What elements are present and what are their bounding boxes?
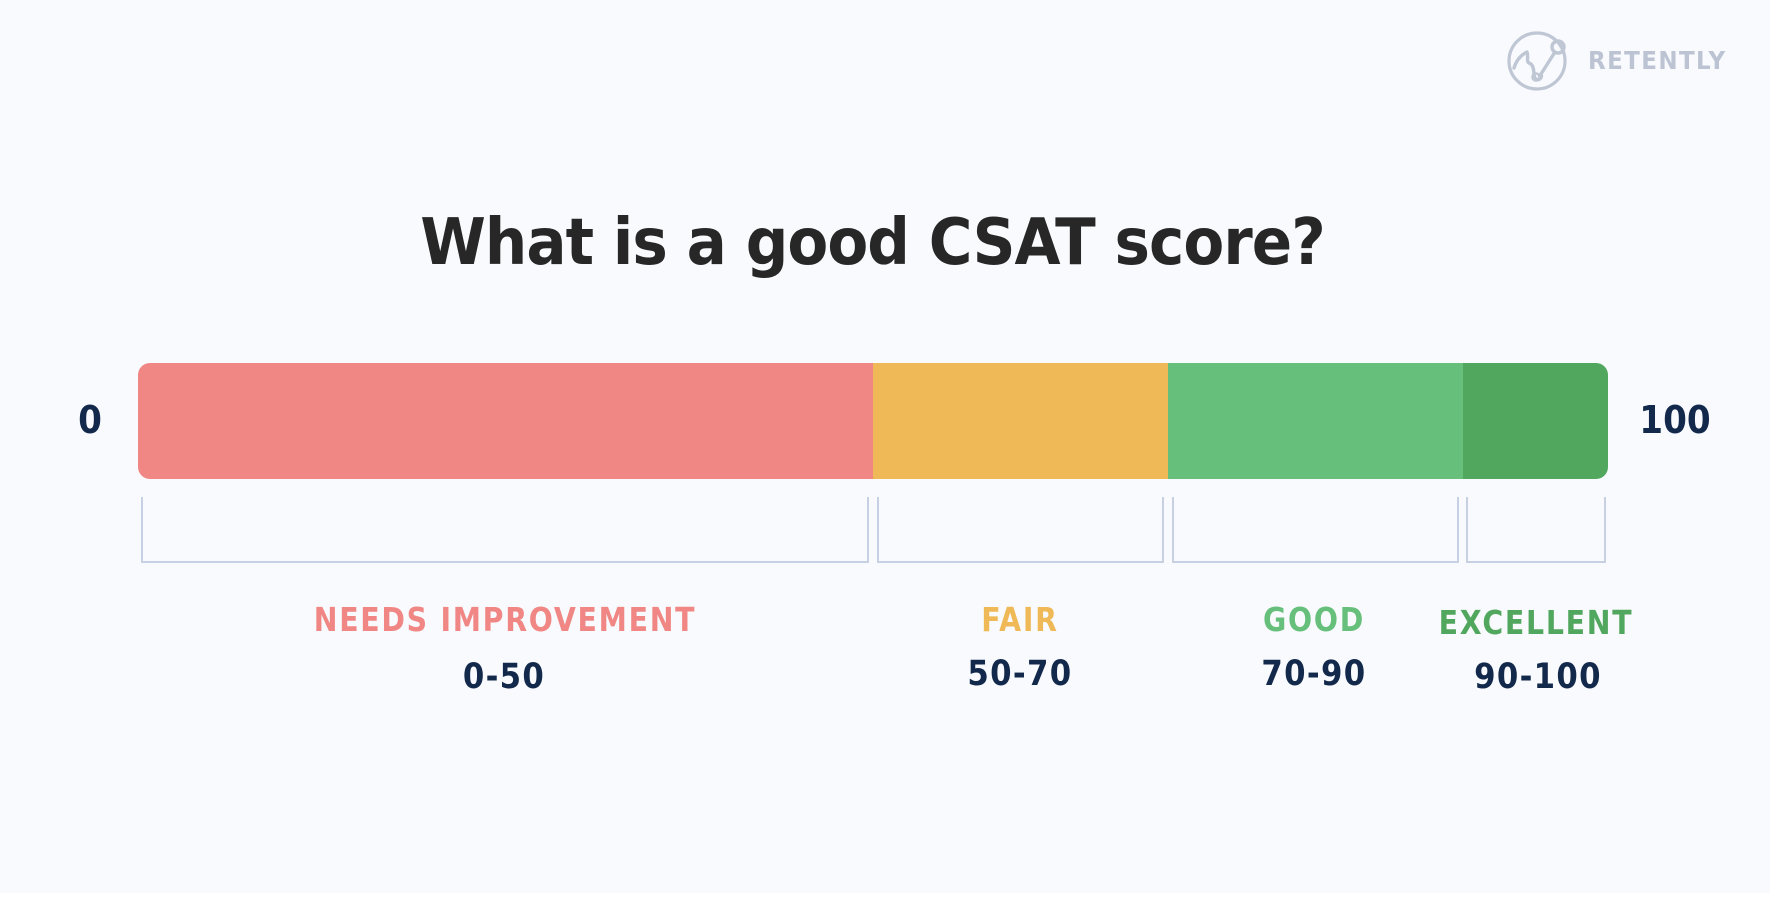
- axis-min-label: 0: [78, 398, 102, 442]
- segment-excellent: [1463, 363, 1608, 479]
- range-good: 70-90: [1261, 654, 1367, 694]
- label-excellent: EXCELLENT: [1438, 603, 1634, 642]
- label-good: GOOD: [1263, 600, 1365, 639]
- bracket-excellent: [1466, 497, 1606, 563]
- bracket-good: [1172, 497, 1459, 563]
- range-excellent: 90-100: [1474, 657, 1602, 697]
- segment-good: [1168, 363, 1463, 479]
- range-needs-improvement: 0-50: [462, 657, 546, 697]
- label-needs-improvement: NEEDS IMPROVEMENT: [313, 600, 697, 639]
- bracket-fair: [877, 497, 1164, 563]
- retently-logo-icon: [1507, 31, 1567, 91]
- chart-title: What is a good CSAT score?: [420, 206, 1326, 280]
- axis-max-label: 100: [1639, 398, 1711, 442]
- range-fair: 50-70: [967, 654, 1073, 694]
- segment-fair: [873, 363, 1168, 479]
- brand-name: RETENTLY: [1588, 46, 1727, 75]
- csat-scale-bar: [138, 363, 1608, 479]
- label-fair: FAIR: [981, 600, 1059, 639]
- bottom-edge: [0, 893, 1770, 900]
- bracket-needs-improvement: [141, 497, 869, 563]
- segment-needs-improvement: [138, 363, 873, 479]
